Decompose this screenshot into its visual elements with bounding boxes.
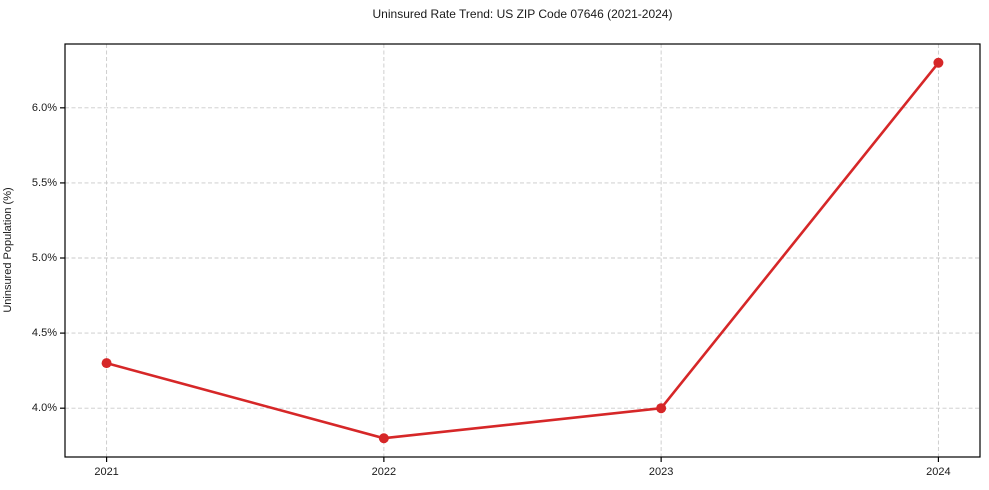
y-tick-label: 4.5% <box>31 327 57 340</box>
y-tick-label: 6.0% <box>31 101 57 114</box>
x-tick-label: 2023 <box>648 466 674 478</box>
data-point-marker <box>101 358 112 369</box>
plot-border <box>64 43 981 458</box>
data-point-marker <box>378 433 389 444</box>
data-point-marker <box>656 403 667 414</box>
x-tick-label: 2021 <box>94 466 119 478</box>
y-tick-label: 4.0% <box>31 402 57 415</box>
chart-title: Uninsured Rate Trend: US ZIP Code 07646 … <box>372 7 673 21</box>
trend-line <box>105 61 940 440</box>
x-tick-label: 2024 <box>926 466 951 478</box>
x-tick-label: 2022 <box>371 466 397 478</box>
data-point-marker <box>933 57 944 68</box>
y-tick-label: 5.5% <box>31 176 57 189</box>
y-tick-label: 5.0% <box>31 252 57 264</box>
